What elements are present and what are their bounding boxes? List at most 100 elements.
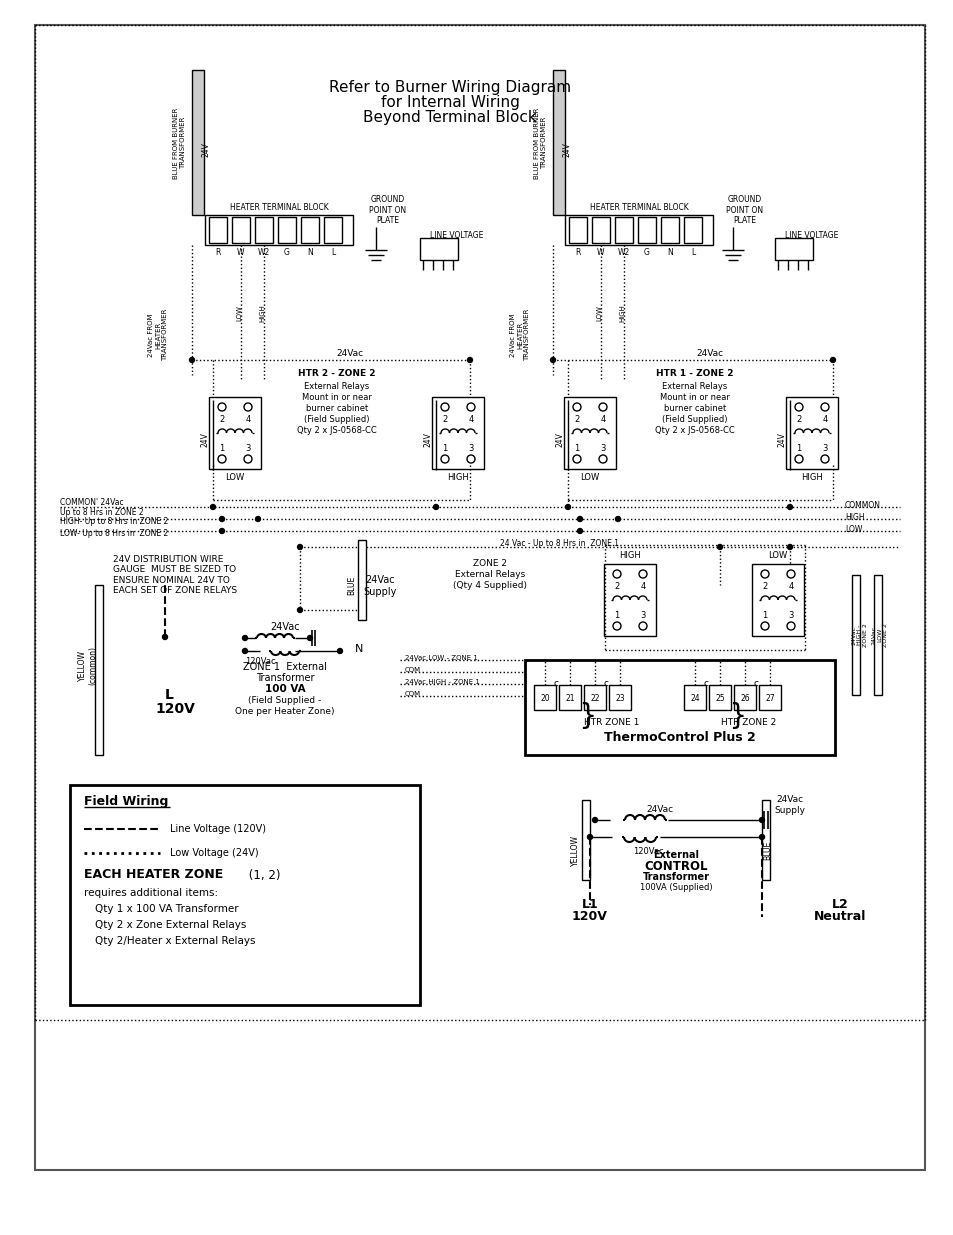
Text: ThermoControl Plus 2: ThermoControl Plus 2 — [603, 730, 755, 743]
Bar — [553, 70, 564, 215]
Text: burner cabinet: burner cabinet — [663, 404, 725, 412]
Text: L: L — [690, 247, 695, 257]
Text: LOW: LOW — [767, 551, 787, 559]
Text: c: c — [702, 678, 708, 688]
Circle shape — [794, 454, 802, 463]
Text: BLUE FROM BURNER
TRANSFORMER: BLUE FROM BURNER TRANSFORMER — [173, 107, 186, 179]
Text: HTR 2 - ZONE 2: HTR 2 - ZONE 2 — [298, 368, 375, 378]
Text: 21: 21 — [565, 694, 574, 703]
Bar — [357, 540, 366, 620]
Text: 2: 2 — [219, 415, 224, 424]
Bar — [638, 217, 656, 243]
Circle shape — [244, 403, 252, 411]
Text: 1: 1 — [442, 443, 447, 452]
Text: ZONE 2: ZONE 2 — [473, 558, 506, 568]
Circle shape — [467, 454, 475, 463]
Circle shape — [760, 571, 768, 578]
Text: 3: 3 — [599, 443, 605, 452]
Circle shape — [759, 818, 763, 823]
Text: {: { — [722, 699, 740, 727]
Text: 4: 4 — [787, 582, 793, 590]
Bar — [733, 685, 755, 710]
Text: 4: 4 — [639, 582, 645, 590]
Text: N: N — [355, 643, 363, 655]
Text: 120Vac: 120Vac — [632, 846, 662, 856]
Text: 24Vac: 24Vac — [365, 576, 395, 585]
Circle shape — [211, 505, 215, 510]
Text: HIGH- Up to 8 Hrs in ZONE 2: HIGH- Up to 8 Hrs in ZONE 2 — [60, 516, 168, 526]
Bar — [419, 238, 457, 261]
Bar — [615, 217, 633, 243]
Bar — [873, 576, 882, 695]
Bar — [301, 217, 318, 243]
Text: GROUND
POINT ON
PLATE: GROUND POINT ON PLATE — [725, 195, 762, 225]
Circle shape — [821, 403, 828, 411]
Circle shape — [759, 835, 763, 840]
Text: W: W — [237, 247, 245, 257]
Bar — [851, 576, 859, 695]
Text: {: { — [573, 699, 590, 727]
Circle shape — [786, 622, 794, 630]
Text: 4: 4 — [245, 415, 251, 424]
Text: 120V: 120V — [154, 701, 194, 716]
Bar — [592, 217, 609, 243]
Text: HIGH: HIGH — [258, 304, 265, 322]
Text: 24Vac: 24Vac — [270, 622, 299, 632]
Text: (Field Supplied): (Field Supplied) — [304, 415, 370, 424]
Text: 1: 1 — [761, 610, 767, 620]
Text: Transformer: Transformer — [641, 872, 709, 882]
Text: COM: COM — [405, 667, 420, 673]
Bar — [708, 685, 730, 710]
Text: 23: 23 — [615, 694, 624, 703]
Circle shape — [255, 516, 260, 521]
Text: 24V: 24V — [201, 142, 211, 157]
Text: LOW: LOW — [844, 525, 862, 534]
Circle shape — [613, 622, 620, 630]
Text: burner cabinet: burner cabinet — [306, 404, 368, 412]
Text: One per Heater Zone): One per Heater Zone) — [235, 706, 335, 715]
Circle shape — [786, 571, 794, 578]
Text: HIGH: HIGH — [447, 473, 468, 482]
Text: Qty 2 x Zone External Relays: Qty 2 x Zone External Relays — [95, 920, 246, 930]
Text: G: G — [284, 247, 290, 257]
Bar — [192, 70, 204, 215]
Text: Low Voltage (24V): Low Voltage (24V) — [170, 848, 258, 858]
Circle shape — [467, 403, 475, 411]
Text: 24Vac: 24Vac — [336, 348, 363, 357]
Text: YELLOW
(common): YELLOW (common) — [78, 646, 97, 684]
Text: Qty 2/Heater x External Relays: Qty 2/Heater x External Relays — [95, 936, 255, 946]
Text: 24Vac FROM
HEATER
TRANSFORMER: 24Vac FROM HEATER TRANSFORMER — [510, 309, 530, 361]
Bar — [583, 685, 605, 710]
Circle shape — [615, 516, 619, 521]
Text: HIGH: HIGH — [844, 513, 863, 521]
Text: LOW: LOW — [596, 305, 601, 321]
Text: External Relays: External Relays — [455, 569, 524, 578]
Circle shape — [219, 516, 224, 521]
Bar — [751, 564, 803, 636]
Text: Mount in or near: Mount in or near — [659, 393, 729, 401]
Text: 2: 2 — [574, 415, 579, 424]
Text: 24Vac
LOW
ZONE 2: 24Vac LOW ZONE 2 — [871, 624, 887, 647]
Text: G: G — [643, 247, 649, 257]
Text: 1: 1 — [219, 443, 224, 452]
Text: BLUE FROM BURNER
TRANSFORMER: BLUE FROM BURNER TRANSFORMER — [534, 107, 547, 179]
Text: for Internal Wiring: for Internal Wiring — [380, 95, 518, 110]
Circle shape — [794, 403, 802, 411]
Text: Qty 1 x 100 VA Transformer: Qty 1 x 100 VA Transformer — [95, 904, 238, 914]
Circle shape — [440, 403, 449, 411]
Bar — [524, 659, 834, 755]
Circle shape — [242, 636, 247, 641]
Text: 20: 20 — [539, 694, 549, 703]
Text: HEATER TERMINAL BLOCK: HEATER TERMINAL BLOCK — [230, 203, 328, 211]
Text: 1: 1 — [574, 443, 579, 452]
Text: (Field Supplied): (Field Supplied) — [661, 415, 727, 424]
Text: c: c — [753, 678, 758, 688]
Bar — [277, 217, 295, 243]
Text: 3: 3 — [821, 443, 827, 452]
Text: LINE VOLTAGE: LINE VOLTAGE — [430, 231, 483, 240]
Circle shape — [639, 622, 646, 630]
Text: requires additional items:: requires additional items: — [84, 888, 218, 898]
Bar — [761, 800, 769, 881]
Text: 120Vac: 120Vac — [245, 657, 275, 666]
Text: N: N — [307, 247, 313, 257]
